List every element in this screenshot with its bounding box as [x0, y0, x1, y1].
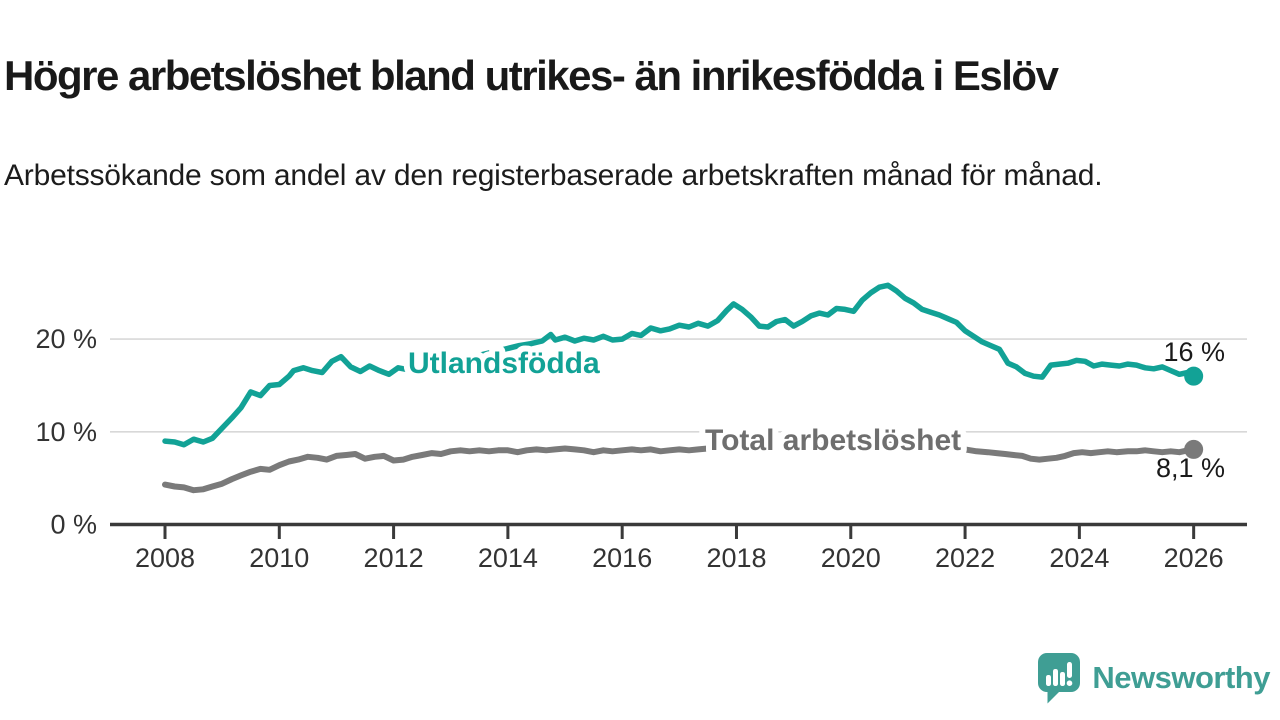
speech-bubble-shape [1038, 653, 1081, 704]
end-dot-utlandsfodda [1184, 366, 1204, 386]
bar-2 [1053, 669, 1059, 686]
chart-title: Högre arbetslöshet bland utrikes- än inr… [4, 52, 1059, 100]
x-axis-tick-label: 2016 [592, 543, 652, 573]
x-axis-tick-label: 2010 [249, 543, 309, 573]
end-dot-total [1184, 439, 1204, 459]
y-axis-tick-label: 0 % [50, 510, 97, 540]
exclamation-stem [1067, 662, 1073, 678]
brand-name: Newsworthy [1092, 660, 1270, 695]
series-label-total: Total arbetslöshet [705, 424, 961, 457]
newsworthy-brand: Newsworthy [1037, 652, 1270, 704]
bar-1 [1046, 675, 1052, 686]
series-label-utlandsfodda: Utlandsfödda [408, 347, 600, 380]
y-axis-tick-label: 10 % [35, 417, 97, 447]
bar-3 [1060, 672, 1066, 686]
y-axis-tick-label: 20 % [35, 324, 97, 354]
x-axis-tick-label: 2018 [706, 543, 766, 573]
end-value-label-utlandsfodda: 16 % [1163, 337, 1225, 367]
x-axis-tick-label: 2026 [1164, 543, 1224, 573]
x-axis-tick-label: 2020 [821, 543, 881, 573]
x-axis-tick-label: 2014 [478, 543, 538, 573]
x-axis-tick-label: 2012 [364, 543, 424, 573]
x-axis-tick-label: 2008 [135, 543, 195, 573]
chart-subtitle: Arbetssökande som andel av den registerb… [4, 159, 1103, 192]
x-axis-tick-label: 2024 [1049, 543, 1109, 573]
x-axis-tick-label: 2022 [935, 543, 995, 573]
newsworthy-speech-bubble-bar-chart-icon [1038, 653, 1081, 704]
series-line-total [162, 439, 1197, 494]
end-value-label-total: 8,1 % [1156, 453, 1225, 483]
exclamation-dot [1067, 680, 1073, 686]
series-line-utlandsfodda [162, 282, 1197, 448]
